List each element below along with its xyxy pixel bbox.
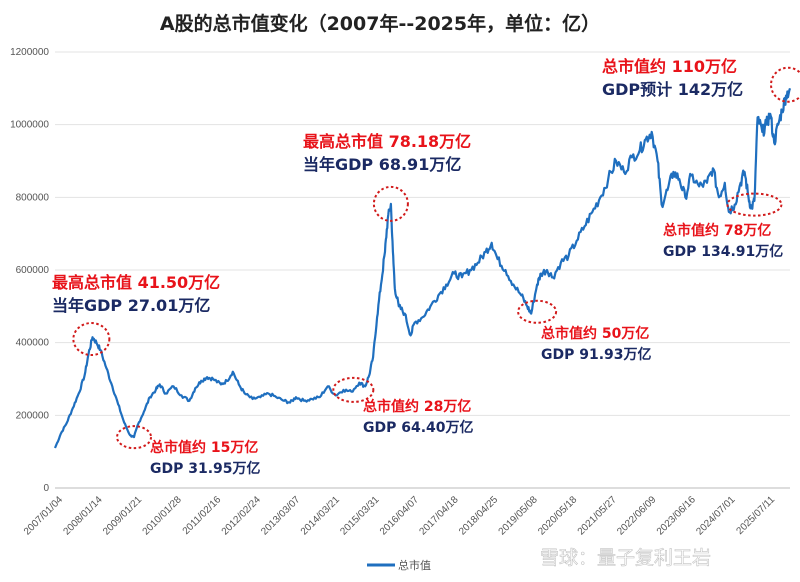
x-tick-label: 2019/05/08	[497, 494, 540, 537]
x-tick-label: 2014/03/21	[299, 494, 342, 537]
x-tick-label: 2025/07/11	[734, 494, 777, 537]
highlight-circle	[332, 376, 375, 403]
gridlines	[55, 51, 790, 489]
annotation-market-cap: 最高总市值 41.50万亿	[52, 273, 220, 292]
x-tick-label: 2008/01/14	[61, 494, 104, 537]
y-axis: 0 200000 400000 600000 800000 1000000 1200000	[10, 47, 49, 494]
annotation-gdp: 当年GDP 68.91万亿	[303, 155, 461, 174]
y-tick-label: 0	[43, 483, 49, 494]
x-tick-label: 2022/06/09	[615, 494, 658, 537]
x-tick-label: 2017/04/18	[417, 494, 460, 537]
highlight-circle	[770, 66, 800, 103]
annotation-market-cap: 总市值约 28万亿	[363, 398, 471, 415]
highlight-circle	[116, 425, 153, 450]
series-line-total-market-cap	[53, 87, 792, 449]
x-tick-label: 2010/01/28	[141, 494, 184, 537]
chart-title: A股的总市值变化（2007年--2025年，单位：亿）	[160, 12, 600, 35]
x-tick-label: 2007/01/04	[22, 494, 65, 537]
annotation-gdp: GDP 64.40万亿	[363, 419, 474, 436]
annotation-gdp: 当年GDP 27.01万亿	[52, 296, 210, 315]
annotation-gdp: GDP 91.93万亿	[541, 346, 652, 363]
legend-label: 总市值	[398, 558, 431, 572]
watermark: 雪球：量子复利王岩	[540, 547, 711, 569]
highlight-circle	[726, 192, 783, 217]
x-tick-label: 2013/03/07	[259, 494, 302, 537]
x-tick-label: 2009/01/21	[101, 494, 144, 537]
x-tick-label: 2021/05/27	[576, 494, 619, 537]
legend: 总市值	[367, 558, 431, 572]
annotation-market-cap: 最高总市值 78.18万亿	[303, 132, 471, 151]
annotation-gdp: GDP 31.95万亿	[150, 460, 261, 477]
highlight-circle	[372, 185, 409, 222]
x-tick-label: 2024/07/01	[694, 494, 737, 537]
x-tick-label: 2012/02/24	[220, 494, 263, 537]
x-tick-label: 2016/04/07	[378, 494, 421, 537]
y-tick-label: 600000	[16, 265, 50, 276]
x-tick-label: 2018/04/25	[457, 494, 500, 537]
highlight-circle	[72, 322, 111, 357]
annotation-gdp: GDP预计 142万亿	[602, 80, 743, 99]
x-tick-label: 2015/03/31	[338, 494, 381, 537]
annotation-market-cap: 总市值约 78万亿	[663, 222, 771, 239]
x-axis: 2007/01/042008/01/142009/01/212010/01/28…	[22, 494, 777, 537]
y-tick-label: 1000000	[10, 120, 49, 131]
highlight-circles	[72, 66, 800, 450]
annotation-market-cap: 总市值约 110万亿	[602, 57, 737, 76]
annotation-gdp: GDP 134.91万亿	[663, 243, 783, 260]
x-tick-label: 2011/02/16	[181, 494, 224, 537]
y-tick-label: 200000	[16, 410, 50, 421]
y-tick-label: 1200000	[10, 47, 49, 58]
y-tick-label: 400000	[16, 338, 50, 349]
x-tick-label: 2020/05/18	[536, 494, 579, 537]
y-tick-label: 800000	[16, 192, 50, 203]
annotation-market-cap: 总市值约 15万亿	[150, 439, 258, 456]
x-tick-label: 2023/06/16	[655, 494, 698, 537]
annotation-market-cap: 总市值约 50万亿	[541, 325, 649, 342]
highlight-circle	[517, 299, 558, 324]
